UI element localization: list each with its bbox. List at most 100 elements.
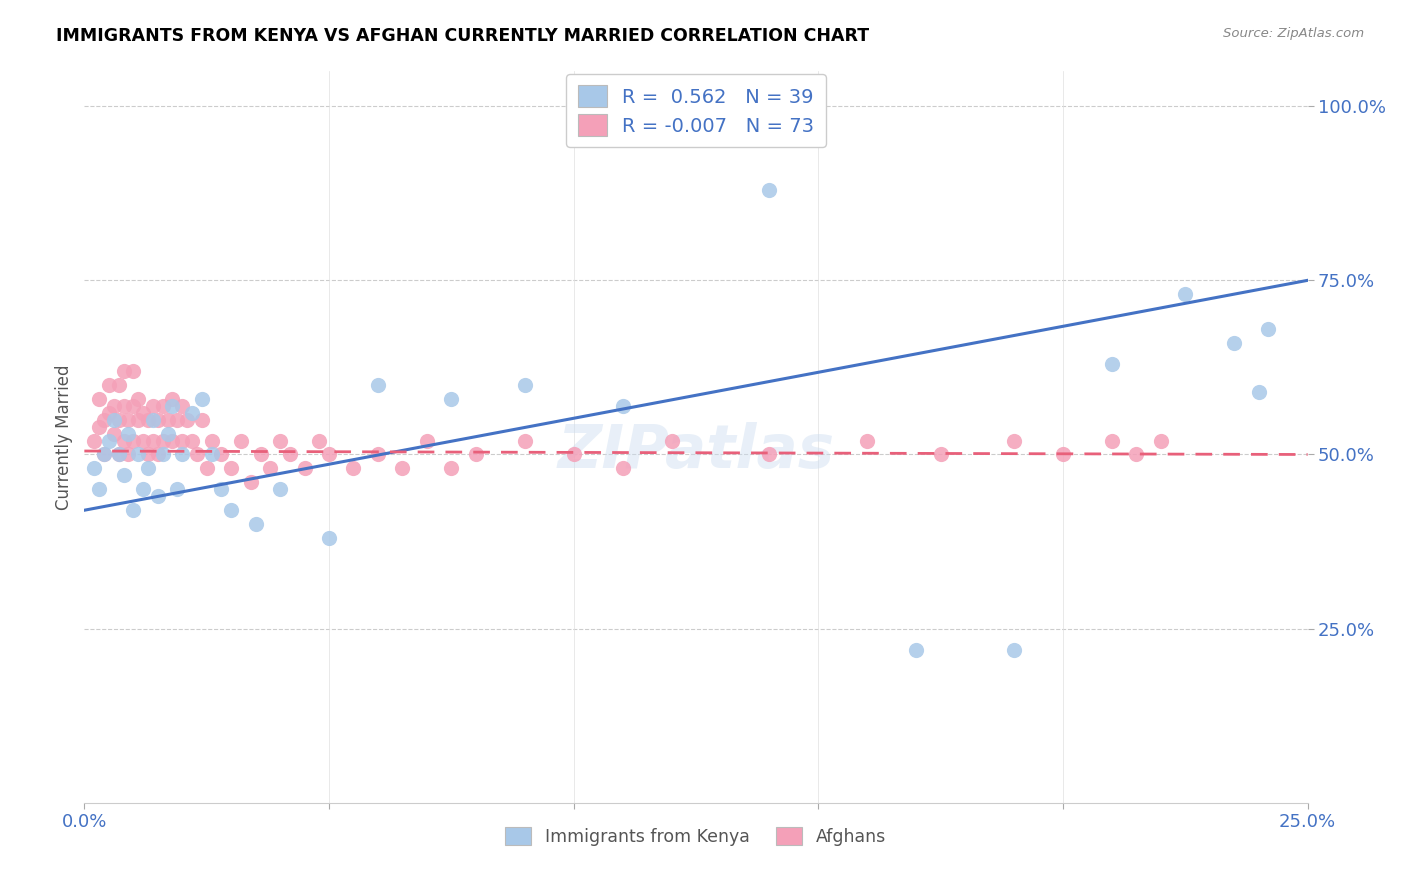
- Point: [152, 399, 174, 413]
- Point: [191, 392, 214, 406]
- Point: [200, 448, 222, 462]
- Point: [1247, 384, 1270, 399]
- Point: [249, 448, 271, 462]
- Point: [318, 531, 340, 545]
- Point: [905, 642, 928, 657]
- Point: [758, 183, 780, 197]
- Point: [87, 483, 110, 497]
- Point: [308, 434, 330, 448]
- Point: [229, 434, 252, 448]
- Point: [219, 503, 242, 517]
- Point: [112, 399, 135, 413]
- Point: [112, 364, 135, 378]
- Point: [294, 461, 316, 475]
- Point: [156, 412, 179, 426]
- Point: [172, 434, 194, 448]
- Point: [416, 434, 439, 448]
- Point: [142, 412, 165, 426]
- Point: [107, 448, 129, 462]
- Point: [269, 434, 291, 448]
- Point: [1223, 336, 1246, 351]
- Point: [1101, 434, 1123, 448]
- Point: [245, 517, 267, 532]
- Point: [278, 448, 301, 462]
- Point: [1002, 434, 1025, 448]
- Point: [1174, 287, 1197, 301]
- Point: [172, 448, 194, 462]
- Point: [87, 419, 110, 434]
- Point: [132, 483, 155, 497]
- Point: [391, 461, 413, 475]
- Point: [93, 448, 115, 462]
- Point: [239, 475, 262, 490]
- Point: [103, 426, 125, 441]
- Point: [758, 448, 780, 462]
- Point: [117, 412, 139, 426]
- Point: [103, 399, 125, 413]
- Point: [122, 399, 145, 413]
- Text: IMMIGRANTS FROM KENYA VS AFGHAN CURRENTLY MARRIED CORRELATION CHART: IMMIGRANTS FROM KENYA VS AFGHAN CURRENTL…: [56, 27, 869, 45]
- Point: [93, 448, 115, 462]
- Legend: Immigrants from Kenya, Afghans: Immigrants from Kenya, Afghans: [499, 820, 893, 853]
- Point: [127, 448, 149, 462]
- Point: [176, 412, 198, 426]
- Point: [122, 503, 145, 517]
- Point: [117, 448, 139, 462]
- Point: [1150, 434, 1173, 448]
- Point: [186, 448, 208, 462]
- Point: [162, 399, 184, 413]
- Point: [136, 448, 159, 462]
- Point: [97, 377, 120, 392]
- Text: ZIPatlas: ZIPatlas: [557, 422, 835, 481]
- Point: [162, 392, 184, 406]
- Point: [191, 412, 214, 426]
- Point: [181, 434, 204, 448]
- Point: [87, 392, 110, 406]
- Point: [112, 434, 135, 448]
- Point: [132, 434, 155, 448]
- Point: [219, 461, 242, 475]
- Point: [856, 434, 879, 448]
- Point: [166, 412, 188, 426]
- Point: [132, 406, 155, 420]
- Text: Source: ZipAtlas.com: Source: ZipAtlas.com: [1223, 27, 1364, 40]
- Point: [1101, 357, 1123, 371]
- Point: [142, 434, 165, 448]
- Point: [152, 448, 174, 462]
- Point: [209, 483, 232, 497]
- Point: [195, 461, 218, 475]
- Point: [93, 412, 115, 426]
- Point: [172, 399, 194, 413]
- Point: [127, 412, 149, 426]
- Point: [200, 434, 222, 448]
- Point: [259, 461, 281, 475]
- Point: [612, 461, 634, 475]
- Point: [117, 426, 139, 441]
- Point: [1125, 448, 1147, 462]
- Point: [107, 448, 129, 462]
- Point: [269, 483, 291, 497]
- Point: [97, 434, 120, 448]
- Point: [181, 406, 204, 420]
- Point: [440, 461, 463, 475]
- Point: [1002, 642, 1025, 657]
- Point: [209, 448, 232, 462]
- Point: [156, 426, 179, 441]
- Point: [83, 461, 105, 475]
- Point: [136, 412, 159, 426]
- Point: [367, 448, 389, 462]
- Point: [929, 448, 952, 462]
- Point: [166, 483, 188, 497]
- Point: [513, 434, 536, 448]
- Point: [464, 448, 486, 462]
- Point: [562, 448, 585, 462]
- Point: [127, 392, 149, 406]
- Point: [107, 412, 129, 426]
- Point: [146, 412, 169, 426]
- Point: [97, 406, 120, 420]
- Point: [122, 434, 145, 448]
- Point: [122, 364, 145, 378]
- Point: [367, 377, 389, 392]
- Point: [1257, 322, 1279, 336]
- Point: [513, 377, 536, 392]
